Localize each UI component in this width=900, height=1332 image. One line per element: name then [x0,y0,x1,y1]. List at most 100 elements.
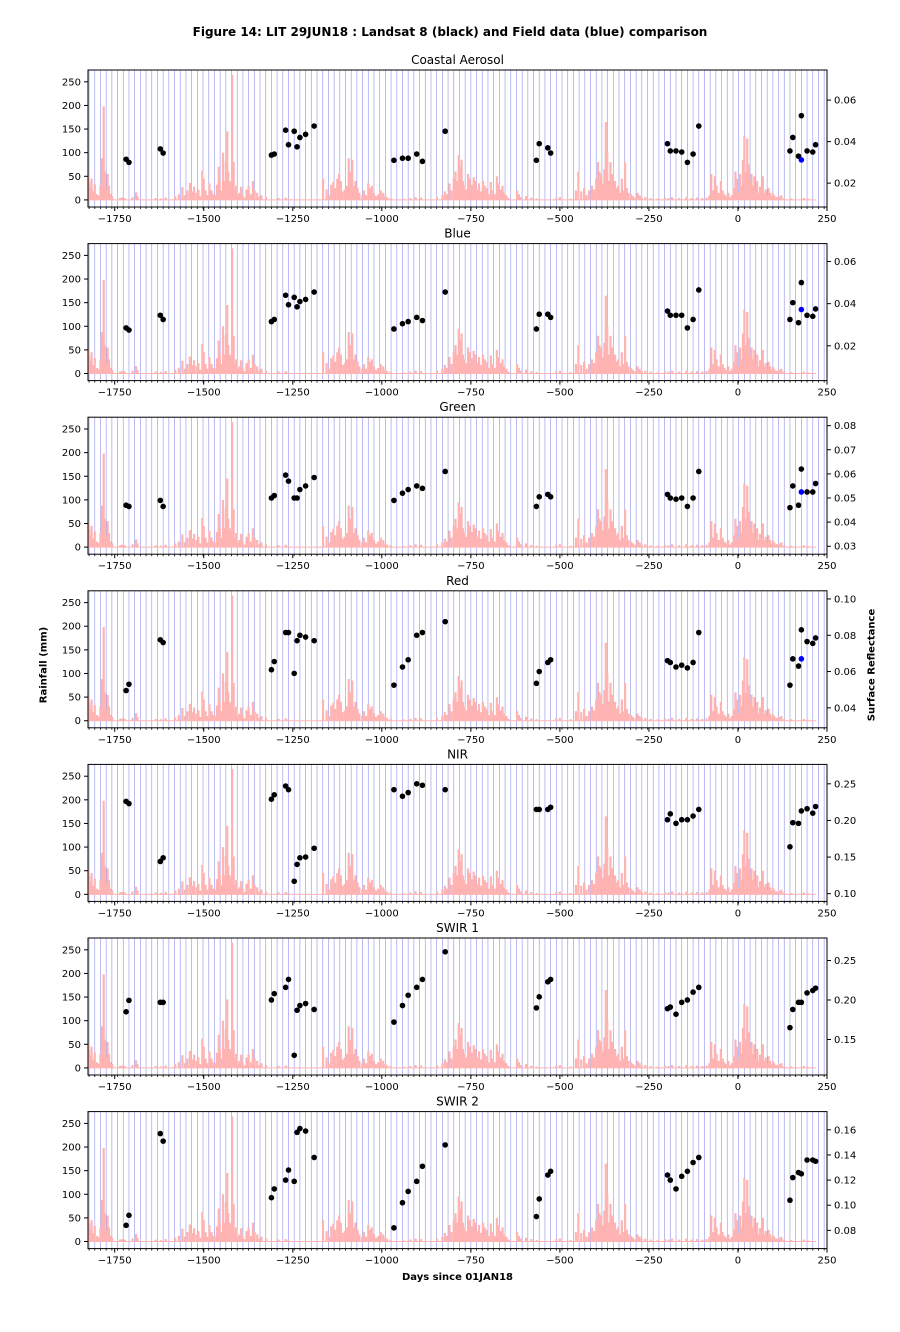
landsat-point [297,134,303,141]
rainfall-tick-label: 150 [62,993,81,1004]
panel-title: NIR [447,747,468,761]
landsat-point [157,146,164,152]
rainfall-tick-label: 100 [62,495,81,506]
landsat-point [442,786,449,793]
x-tick-label: −500 [546,735,573,746]
reflectance-tick-label: 0.04 [834,137,856,148]
rainfall-tick-label: 100 [62,669,81,680]
landsat-point [126,327,132,333]
x-tick-label: −1250 [276,1256,310,1267]
rainfall-tick-label: 250 [62,425,81,436]
x-tick-label: −250 [635,908,662,919]
x-tick-label: 250 [817,735,836,746]
x-tick-label: 0 [735,908,741,919]
x-tick-label: 0 [735,561,741,572]
landsat-point [126,1212,132,1219]
rainfall-tick-label: 200 [62,1143,81,1154]
x-tick-label: −1750 [98,908,132,919]
x-tick-label: −1000 [365,1256,399,1267]
landsat-point [291,670,298,677]
landsat-point [804,489,810,495]
landsat-point [684,1168,691,1175]
landsat-point [391,1225,397,1231]
landsat-point [268,997,275,1003]
x-tick-label: −250 [635,214,662,225]
x-tick-label: −1750 [98,735,132,746]
landsat-point [271,151,278,157]
landsat-point [787,316,793,323]
rainfall-tick-label: 250 [62,945,81,956]
panel-plot-area [88,417,825,555]
x-tick-label: −1000 [365,1082,399,1093]
rainfall-tick-label: 50 [68,866,81,877]
panel-title: SWIR 2 [436,1095,479,1109]
rainfall-tick-label: 0 [75,1063,81,1074]
rainfall-tick-label: 150 [62,298,81,309]
panel-frame [87,243,828,382]
landsat-point [673,820,679,827]
landsat-point [804,312,810,319]
landsat-point [812,1158,819,1165]
landsat-point [294,304,300,310]
landsat-point [664,140,671,147]
landsat-point [405,318,411,325]
rainfall-tick-label: 150 [62,645,81,656]
landsat-point [391,497,397,504]
landsat-point [268,1194,275,1201]
landsat-point [809,149,816,155]
reflectance-tick-label: 0.04 [834,703,856,714]
x-tick-label: −750 [457,1082,484,1093]
landsat-point [282,127,289,133]
reflectance-tick-label: 0.10 [834,1201,856,1212]
landsat-point [268,666,275,673]
rainfall-tick-label: 50 [68,1213,81,1224]
panel-5: NIR 0 50 100 150 200 250 0.10 0.15 0.20 0.25 −1750 −… [62,747,856,919]
x-tick-label: −500 [546,1256,573,1267]
landsat-point [664,816,671,823]
landsat-point [790,134,796,141]
reflectance-tick-label: 0.15 [834,1035,856,1046]
landsat-point [664,1172,671,1178]
panel-plot-area [88,1111,825,1249]
landsat-point [123,687,129,694]
landsat-point [809,810,816,816]
rainfall-tick-label: 150 [62,1166,81,1177]
landsat-point [690,659,696,666]
x-tick-label: 0 [735,388,741,399]
panel-2: Blue 0 50 100 150 200 250 0.02 0.04 0.06 −1750 −150… [62,227,856,399]
landsat-point [533,157,540,164]
x-tick-label: −250 [635,561,662,572]
landsat-point [419,317,426,324]
landsat-point [536,493,543,500]
landsat-point [271,1186,278,1192]
x-tick-label: −250 [635,1082,662,1093]
landsat-point [533,680,540,687]
x-tick-label: −1500 [187,735,221,746]
landsat-point [291,294,298,301]
landsat-point [399,793,406,800]
landsat-point [311,637,317,644]
landsat-point [812,306,819,312]
reflectance-tick-label: 0.02 [834,179,856,190]
panel-title: SWIR 1 [436,921,479,935]
panel-1: Coastal Aerosol 0 50 100 150 200 250 0.02 0.04 0.… [62,53,856,225]
landsat-point [285,786,292,793]
landsat-point [399,1002,406,1009]
landsat-point [804,990,810,996]
landsat-point [678,816,685,823]
landsat-point [311,1154,317,1161]
landsat-point [695,629,702,636]
x-tick-label: −1750 [98,388,132,399]
landsat-point [812,635,819,641]
landsat-point [667,811,674,817]
landsat-point [399,155,406,162]
x-tick-label: −1000 [365,735,399,746]
landsat-point [809,489,816,495]
landsat-point [311,1006,317,1013]
x-tick-label: −1000 [365,561,399,572]
landsat-point [160,1138,166,1144]
landsat-point [790,483,796,489]
panel-title: Green [439,400,475,414]
landsat-point [795,319,802,326]
